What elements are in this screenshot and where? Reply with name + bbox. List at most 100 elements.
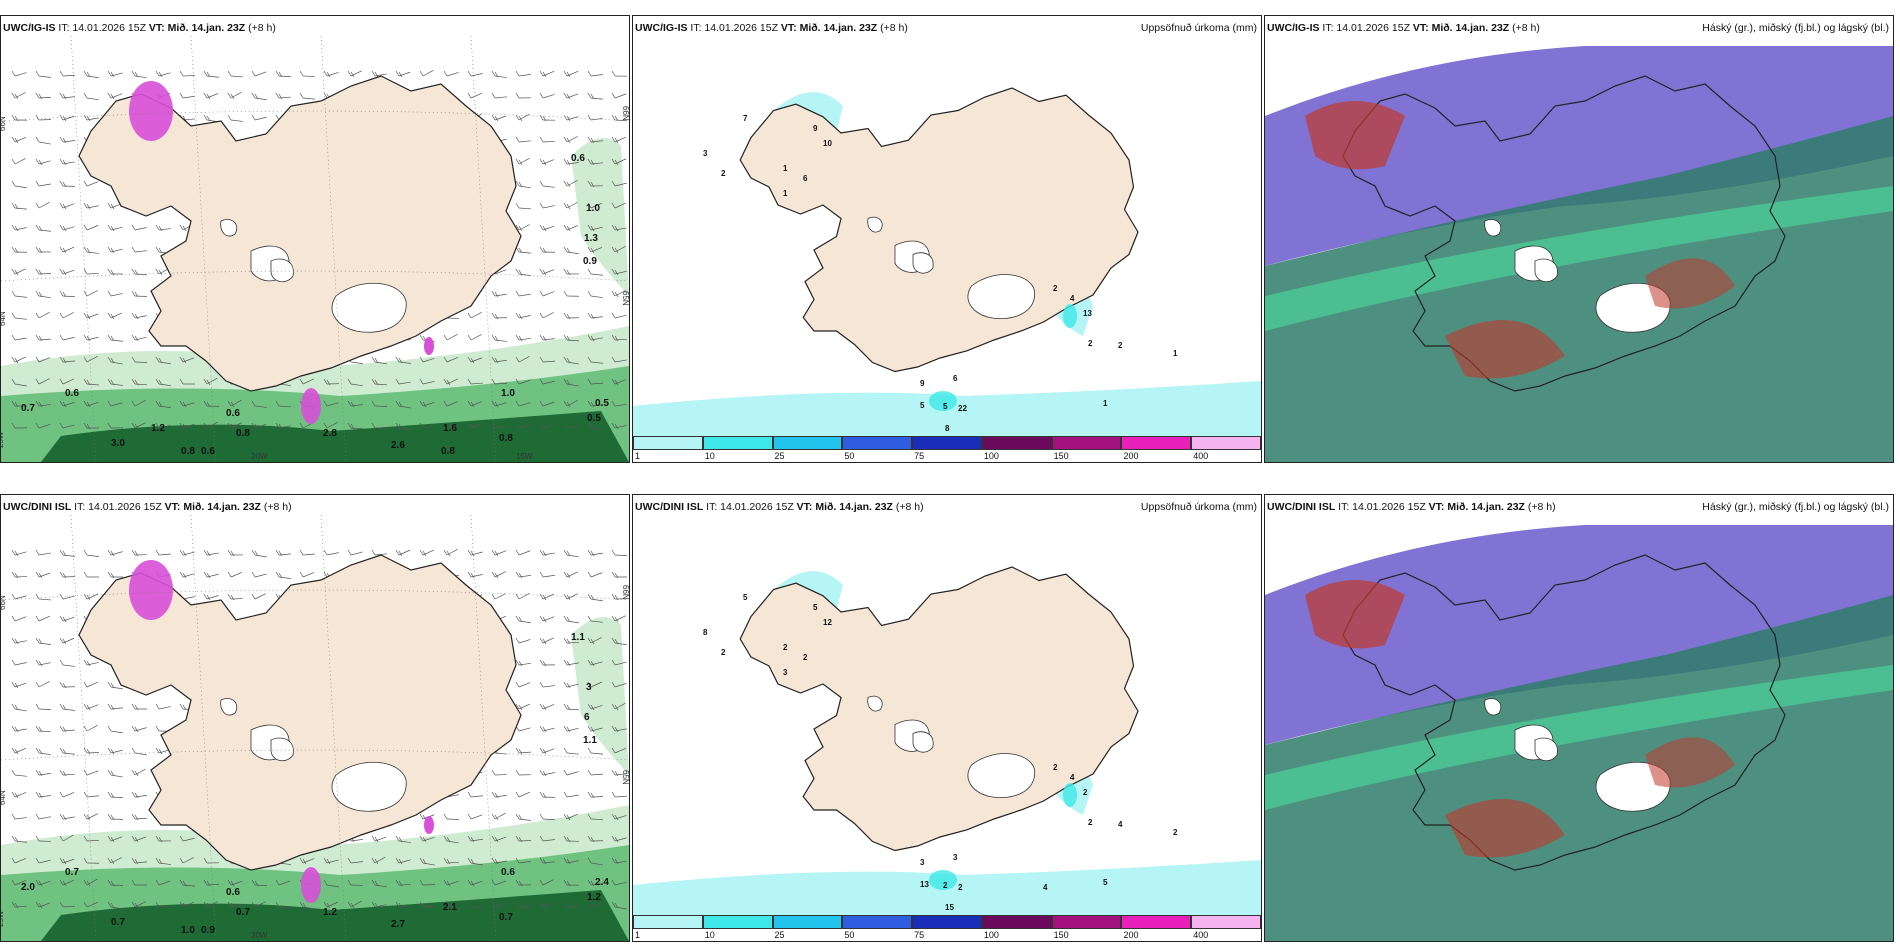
wind-barb-feather bbox=[323, 857, 328, 864]
wind-barb-feather bbox=[83, 879, 88, 886]
wind-barb-feather bbox=[371, 400, 376, 407]
wind-barb-feather bbox=[590, 704, 595, 711]
wind-barb bbox=[302, 97, 315, 100]
wind-barb-feather bbox=[587, 158, 592, 165]
wind-barb-feather bbox=[86, 379, 91, 386]
wind-barb-feather bbox=[611, 857, 616, 864]
wind-barb-feather bbox=[587, 114, 592, 121]
wind-barb bbox=[38, 859, 51, 864]
wind-barb-feather bbox=[59, 268, 64, 275]
wind-barb-feather bbox=[563, 549, 568, 556]
wind-barb-feather bbox=[83, 180, 88, 187]
wind-barb-feather bbox=[107, 725, 112, 732]
precip-value-label: 0.7 bbox=[236, 907, 250, 918]
wind-barb bbox=[398, 427, 411, 430]
wind-barb-feather bbox=[494, 313, 499, 320]
wind-barb-feather bbox=[563, 791, 568, 798]
wind-barb-feather bbox=[446, 550, 451, 557]
wind-barb bbox=[86, 273, 100, 275]
wind-barb-feather bbox=[518, 704, 523, 711]
wind-barb-feather bbox=[515, 312, 520, 319]
wind-barb-feather bbox=[491, 791, 496, 798]
wind-barb-feather bbox=[14, 93, 19, 100]
wind-barb-feather bbox=[155, 356, 160, 363]
wind-barb-feather bbox=[107, 312, 112, 319]
wind-barb-feather bbox=[611, 268, 616, 275]
precip-value-label: 2 bbox=[803, 653, 808, 662]
wind-barb-feather bbox=[422, 401, 427, 408]
wind-barb-feather bbox=[83, 70, 88, 77]
wind-barb bbox=[542, 574, 555, 578]
wind-barb-feather bbox=[131, 725, 136, 732]
panel-variable-title: Háský (gr.), miðský (fj.bl.) og lágský (… bbox=[1702, 22, 1889, 34]
wind-barb-feather bbox=[11, 180, 16, 187]
wind-barb-feather bbox=[542, 269, 547, 276]
wind-barb-feather bbox=[155, 703, 160, 710]
wind-barb-feather bbox=[587, 70, 592, 77]
wind-barb-feather bbox=[131, 901, 136, 908]
wind-barb-feather bbox=[11, 681, 16, 688]
panel-dini-cloud: UWC/DINI ISL IT: 14.01.2026 15Z VT: Mið.… bbox=[1264, 494, 1894, 942]
wind-barb-feather bbox=[371, 422, 376, 429]
wind-barb-feather bbox=[131, 835, 136, 842]
wind-barb bbox=[62, 792, 75, 798]
wind-barb bbox=[542, 205, 555, 209]
wind-barb-feather bbox=[11, 703, 16, 710]
wind-barb bbox=[254, 405, 267, 408]
wind-barb-feather bbox=[59, 813, 64, 820]
wind-barb bbox=[446, 818, 460, 820]
wind-barb-feather bbox=[398, 357, 403, 364]
wind-barb bbox=[614, 314, 627, 319]
wind-barb-feather bbox=[467, 571, 472, 578]
wind-barb-feather bbox=[446, 880, 451, 887]
wind-barb bbox=[494, 75, 507, 78]
wind-barb bbox=[542, 839, 555, 842]
wind-barb-feather bbox=[11, 835, 16, 842]
wind-barb-feather bbox=[395, 378, 400, 385]
wind-barb-feather bbox=[227, 901, 232, 908]
colorbar-swatch bbox=[1191, 436, 1261, 450]
wind-barb bbox=[590, 202, 603, 209]
precip-area-cyan bbox=[929, 870, 957, 890]
wind-barb bbox=[518, 592, 530, 600]
wind-barb-feather bbox=[542, 335, 547, 342]
wind-barb bbox=[542, 380, 555, 385]
wind-barb-feather bbox=[515, 791, 520, 798]
wind-barb-feather bbox=[491, 290, 496, 297]
wind-barb-feather bbox=[566, 682, 571, 689]
wind-barb bbox=[38, 311, 50, 319]
wind-barb bbox=[566, 771, 579, 776]
colorbar-label: 400 bbox=[1193, 451, 1209, 461]
wind-barb bbox=[566, 339, 579, 342]
precip-value-label: 0.6 bbox=[226, 887, 240, 898]
wind-barb-feather bbox=[518, 814, 523, 821]
wind-barb-feather bbox=[35, 290, 40, 297]
wind-barb-feather bbox=[494, 335, 499, 342]
snow-area bbox=[424, 816, 434, 834]
wind-barb bbox=[518, 791, 531, 798]
wind-barb-feather bbox=[86, 880, 91, 887]
wind-barb-feather bbox=[518, 225, 523, 232]
wind-barb-feather bbox=[566, 616, 571, 623]
wind-barb bbox=[614, 881, 627, 886]
wind-barb-feather bbox=[611, 378, 616, 385]
wind-barb-feather bbox=[299, 92, 304, 99]
colorbar-label: 50 bbox=[844, 451, 855, 461]
wind-barb-feather bbox=[566, 93, 571, 100]
wind-barb-feather bbox=[299, 571, 304, 578]
wind-barb bbox=[350, 861, 363, 864]
colorbar-swatch bbox=[981, 436, 1052, 450]
wind-barb bbox=[38, 295, 51, 299]
wind-barb-feather bbox=[566, 115, 571, 122]
wind-barb-feather bbox=[203, 422, 208, 429]
wind-barb bbox=[14, 383, 27, 387]
wind-barb-feather bbox=[158, 858, 163, 865]
wind-barb-feather bbox=[515, 549, 520, 556]
wind-barb bbox=[158, 405, 171, 408]
wind-barb-feather bbox=[467, 334, 472, 341]
wind-barb-feather bbox=[86, 401, 91, 408]
cloud-map bbox=[1265, 36, 1893, 462]
wind-barb-feather bbox=[539, 901, 544, 908]
wind-barb-feather bbox=[107, 549, 112, 556]
coastline bbox=[1342, 554, 1786, 871]
